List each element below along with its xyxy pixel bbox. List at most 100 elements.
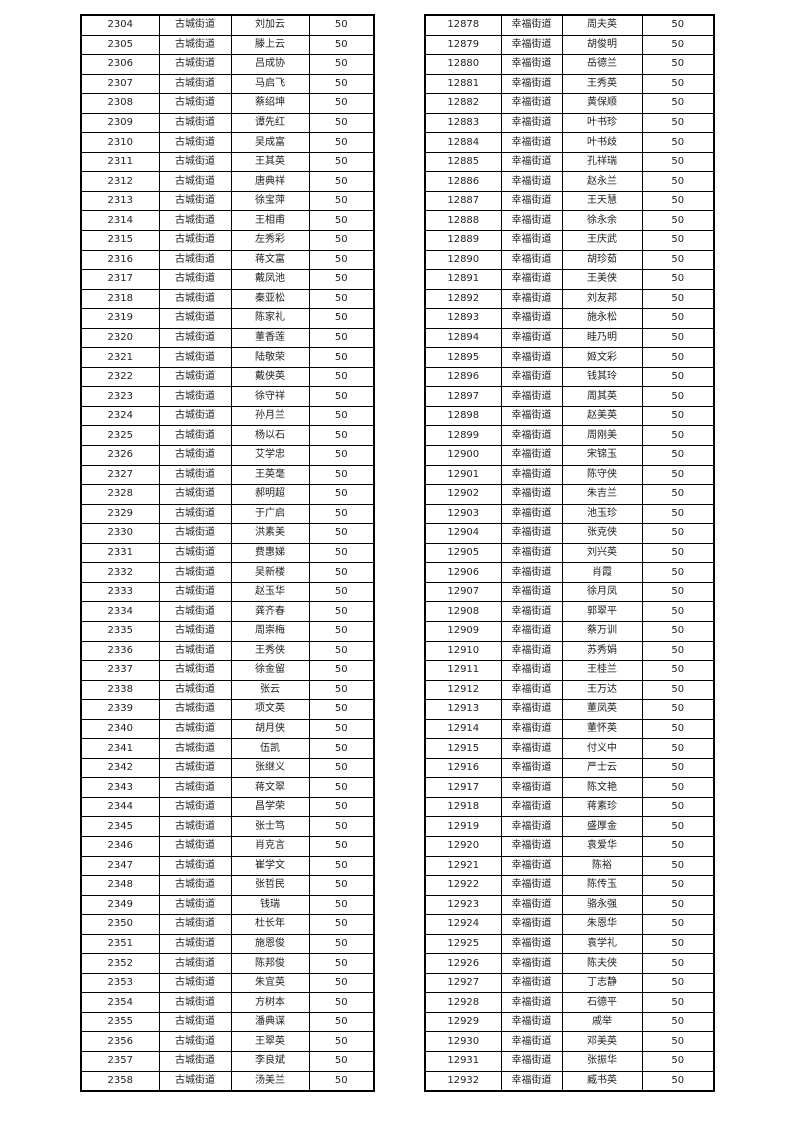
table-row: 12912 幸福街道 王万达 50 [424, 679, 715, 701]
table-row: 2305 古城街道 滕上云 50 [80, 34, 375, 56]
name-cell: 张云 [230, 679, 310, 701]
id-cell: 2330 [80, 523, 160, 544]
table-row: 12889 幸福街道 王庆武 50 [424, 230, 715, 251]
table-row: 12893 幸福街道 施永松 50 [424, 308, 715, 329]
name-cell: 陈裕 [561, 855, 643, 877]
district-cell: 古城街道 [158, 425, 232, 447]
id-cell: 12924 [424, 914, 502, 935]
name-cell: 董凤英 [561, 699, 643, 720]
id-cell: 12907 [424, 581, 502, 603]
table-row: 12909 幸福街道 蔡万训 50 [424, 620, 715, 642]
district-cell: 幸福街道 [500, 581, 563, 603]
name-cell: 肖霞 [561, 562, 643, 583]
table-row: 12908 幸福街道 郭翠平 50 [424, 601, 715, 622]
district-cell: 幸福街道 [500, 269, 563, 290]
amount-cell: 50 [641, 73, 715, 95]
name-cell: 艾学忠 [230, 445, 310, 466]
district-cell: 古城街道 [158, 972, 232, 994]
table-row: 2349 古城街道 钱瑞 50 [80, 894, 375, 916]
id-cell: 2350 [80, 914, 160, 935]
left-roster-table: 2304 古城街道 刘加云 50 2305 古城街道 滕上云 50 2306 古城街道 吕成协 50 2… [80, 14, 375, 1093]
table-row: 12879 幸福街道 胡俊明 50 [424, 34, 715, 56]
amount-cell: 50 [308, 132, 375, 153]
amount-cell: 50 [308, 1070, 375, 1092]
id-cell: 2348 [80, 875, 160, 896]
id-cell: 12880 [424, 54, 502, 75]
district-cell: 幸福街道 [500, 249, 563, 271]
district-cell: 幸福街道 [500, 308, 563, 329]
amount-cell: 50 [308, 777, 375, 798]
amount-cell: 50 [641, 34, 715, 56]
district-cell: 古城街道 [158, 1031, 232, 1052]
table-row: 2329 古城街道 于广启 50 [80, 503, 375, 525]
table-row: 2332 古城街道 吴新楼 50 [80, 562, 375, 583]
id-cell: 12890 [424, 249, 502, 271]
id-cell: 2352 [80, 953, 160, 974]
name-cell: 叶书歧 [561, 132, 643, 153]
table-row: 12905 幸福街道 刘兴英 50 [424, 542, 715, 564]
table-row: 2352 古城街道 陈邦俊 50 [80, 953, 375, 974]
amount-cell: 50 [308, 464, 375, 486]
name-cell: 严士云 [561, 757, 643, 779]
amount-cell: 50 [641, 445, 715, 466]
table-row: 12896 幸福街道 钱其玲 50 [424, 366, 715, 388]
name-cell: 方树本 [230, 992, 310, 1013]
amount-cell: 50 [308, 151, 375, 173]
district-cell: 古城街道 [158, 777, 232, 798]
id-cell: 2316 [80, 249, 160, 271]
amount-cell: 50 [308, 366, 375, 388]
name-cell: 周刚美 [561, 425, 643, 447]
district-cell: 古城街道 [158, 308, 232, 329]
table-row: 2342 古城街道 张继义 50 [80, 757, 375, 779]
id-cell: 2335 [80, 620, 160, 642]
name-cell: 张继义 [230, 757, 310, 779]
name-cell: 潘典谋 [230, 1011, 310, 1033]
id-cell: 2339 [80, 699, 160, 720]
table-row: 2341 古城街道 伍凯 50 [80, 738, 375, 759]
amount-cell: 50 [308, 14, 375, 36]
amount-cell: 50 [641, 14, 715, 36]
amount-cell: 50 [308, 718, 375, 740]
amount-cell: 50 [641, 112, 715, 134]
amount-cell: 50 [641, 523, 715, 544]
name-cell: 董香莲 [230, 327, 310, 349]
id-cell: 2343 [80, 777, 160, 798]
id-cell: 12917 [424, 777, 502, 798]
district-cell: 幸福街道 [500, 405, 563, 427]
table-row: 12910 幸福街道 苏秀娟 50 [424, 640, 715, 662]
table-row: 12891 幸福街道 王美侠 50 [424, 269, 715, 290]
amount-cell: 50 [308, 601, 375, 622]
id-cell: 12904 [424, 523, 502, 544]
name-cell: 朱宜英 [230, 972, 310, 994]
name-cell: 蒋文富 [230, 249, 310, 271]
table-row: 12894 幸福街道 眭乃明 50 [424, 327, 715, 349]
amount-cell: 50 [308, 190, 375, 212]
id-cell: 2346 [80, 835, 160, 857]
table-row: 12917 幸福街道 陈文艳 50 [424, 777, 715, 798]
name-cell: 徐守祥 [230, 386, 310, 407]
amount-cell: 50 [641, 581, 715, 603]
name-cell: 施恩俊 [230, 933, 310, 955]
amount-cell: 50 [308, 1031, 375, 1052]
name-cell: 吕成协 [230, 54, 310, 75]
amount-cell: 50 [308, 308, 375, 329]
amount-cell: 50 [641, 1031, 715, 1052]
id-cell: 2340 [80, 718, 160, 740]
name-cell: 王其英 [230, 151, 310, 173]
district-cell: 古城街道 [158, 718, 232, 740]
id-cell: 12895 [424, 347, 502, 368]
amount-cell: 50 [641, 308, 715, 329]
name-cell: 骆永强 [561, 894, 643, 916]
district-cell: 幸福街道 [500, 660, 563, 681]
amount-cell: 50 [308, 542, 375, 564]
id-cell: 2315 [80, 230, 160, 251]
name-cell: 王秀侠 [230, 640, 310, 662]
table-row: 12884 幸福街道 叶书歧 50 [424, 132, 715, 153]
id-cell: 12923 [424, 894, 502, 916]
id-cell: 2329 [80, 503, 160, 525]
name-cell: 蒋文翠 [230, 777, 310, 798]
id-cell: 2304 [80, 14, 160, 36]
district-cell: 幸福街道 [500, 93, 563, 114]
table-row: 12911 幸福街道 王桂兰 50 [424, 660, 715, 681]
district-cell: 幸福街道 [500, 679, 563, 701]
